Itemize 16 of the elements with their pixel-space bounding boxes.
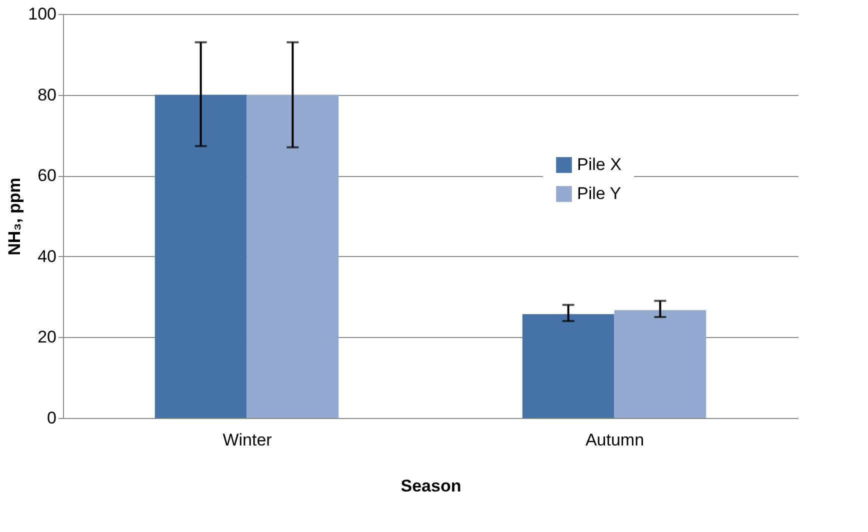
bar: [246, 94, 339, 418]
bar: [154, 94, 247, 418]
legend-label: Pile X: [577, 155, 622, 174]
y-tick-label: 60: [38, 166, 56, 186]
y-tick-label: 20: [38, 328, 56, 347]
x-axis-title: Season: [400, 476, 462, 496]
y-tick-label: 100: [28, 4, 56, 24]
y-tick-label: 0: [47, 408, 56, 428]
x-tick-label: Winter: [222, 430, 272, 450]
bar: [614, 310, 706, 418]
legend-label: Pile Y: [577, 184, 622, 203]
y-tick-label: 40: [38, 246, 56, 266]
x-tick-label: Autumn: [585, 430, 644, 450]
y-tick-label: 80: [38, 85, 56, 104]
y-axis-title: NH₃, ppm: [5, 178, 24, 256]
bar: [522, 314, 614, 418]
